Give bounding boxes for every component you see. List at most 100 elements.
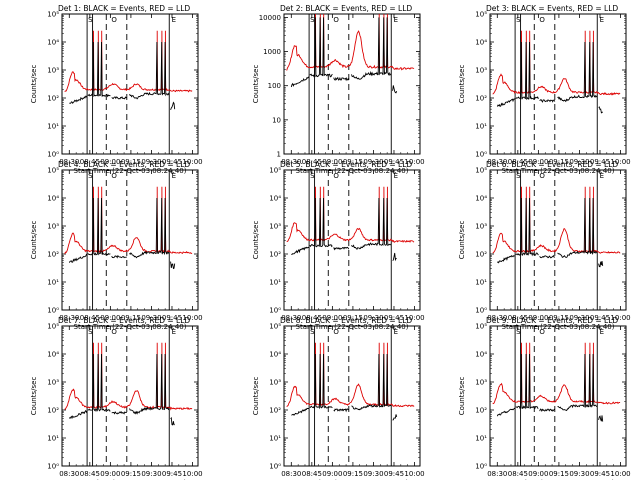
x-tick-label: 10:00 — [404, 158, 424, 166]
y-tick-label: 10² — [269, 251, 281, 259]
events-series-line — [557, 353, 598, 412]
y-tick-label: 10³ — [269, 379, 281, 387]
y-tick-label: 10³ — [269, 223, 281, 231]
y-axis-label: Counts/sec — [458, 221, 466, 260]
panel-det-9: Det 9: BLACK = Events, RED = LLD 10⁰ 10¹ 10… — [458, 316, 631, 480]
events-series-line — [129, 197, 170, 259]
x-tick-label: 09:00 — [322, 158, 342, 166]
marker-letter: E — [172, 328, 176, 336]
x-tick-label: 08:30 — [59, 314, 79, 322]
panel-title: Det 8: BLACK = Events, RED = LLD — [280, 316, 412, 325]
lld-series-line — [492, 30, 621, 96]
y-tick-label: 10³ — [475, 379, 487, 387]
y-tick-label: 10⁰ — [47, 151, 59, 159]
x-tick-label: 09:45 — [384, 470, 404, 478]
x-tick-label: 09:45 — [162, 314, 182, 322]
y-tick-label: 10² — [475, 95, 487, 103]
marker-letter: E — [600, 172, 604, 180]
events-series-line — [351, 197, 392, 250]
y-tick-label: 10⁵ — [269, 323, 281, 331]
events-series-fragment — [392, 85, 398, 94]
y-tick-label: 10 — [272, 116, 281, 124]
x-tick-label: 09:00 — [528, 158, 548, 166]
y-tick-label: 10¹ — [269, 435, 281, 443]
plot-frame — [283, 169, 421, 311]
x-tick-label: 09:45 — [384, 158, 404, 166]
x-tick-label: 09:45 — [384, 314, 404, 322]
plot-frame — [283, 13, 421, 155]
marker-letter: E — [394, 16, 398, 24]
x-tick-label: 09:30 — [569, 314, 589, 322]
panel-det-7: Det 7: BLACK = Events, RED = LLD 10⁰ 10¹ 10… — [30, 316, 203, 480]
x-tick-label: 08:30 — [487, 470, 507, 478]
x-tick-label: 09:45 — [162, 158, 182, 166]
y-tick-label: 10⁴ — [47, 39, 59, 47]
y-tick-label: 10² — [47, 407, 59, 415]
lld-series-line — [286, 342, 415, 408]
events-series-line — [87, 353, 111, 413]
marker-letter: E — [600, 328, 604, 336]
marker-letter: E — [172, 172, 176, 180]
x-tick-label: 09:30 — [363, 314, 383, 322]
y-axis-label: Counts/sec — [458, 377, 466, 416]
y-tick-label: 10⁰ — [47, 463, 59, 471]
lld-series-line — [492, 186, 621, 254]
panel-title: Det 1: BLACK = Events, RED = LLD — [58, 4, 190, 13]
x-tick-label: 09:15 — [343, 470, 363, 478]
x-tick-label: 08:45 — [302, 314, 322, 322]
y-tick-label: 10² — [47, 251, 59, 259]
panel-det-2: Det 2: BLACK = Events, RED = LLD 1 10 100 10… — [252, 4, 425, 175]
y-tick-label: 10⁴ — [475, 195, 487, 203]
panel-title: Det 7: BLACK = Events, RED = LLD — [58, 316, 190, 325]
lld-series-line — [64, 30, 193, 93]
events-series-line — [68, 409, 88, 420]
x-tick-label: 09:30 — [569, 470, 589, 478]
marker-letter: S — [88, 172, 93, 180]
events-series-line — [351, 17, 392, 80]
x-tick-label: 08:30 — [487, 158, 507, 166]
y-tick-label: 10¹ — [269, 279, 281, 287]
y-tick-label: 10⁵ — [475, 167, 487, 175]
lld-series-line — [492, 342, 621, 405]
panel-det-6: Det 6: BLACK = Events, RED = LLD 10⁰ 10¹ 10… — [458, 160, 631, 331]
x-tick-label: 09:00 — [528, 470, 548, 478]
events-series-fragment — [170, 416, 175, 426]
events-series-fragment — [598, 106, 603, 114]
x-tick-label: 09:15 — [121, 314, 141, 322]
x-tick-label: 10:00 — [610, 470, 630, 478]
x-tick-label: 10:00 — [182, 314, 202, 322]
x-tick-label: 09:00 — [322, 314, 342, 322]
events-series-line — [111, 411, 127, 415]
x-tick-label: 09:30 — [569, 158, 589, 166]
y-tick-label: 10³ — [475, 223, 487, 231]
panel-title: Det 5: BLACK = Events, RED = LLD — [280, 160, 412, 169]
marker-letter: O — [539, 172, 545, 180]
y-tick-label: 10⁰ — [269, 463, 281, 471]
events-series-fragment — [598, 261, 604, 268]
x-tick-label: 08:45 — [508, 158, 528, 166]
x-tick-label: 08:45 — [508, 470, 528, 478]
marker-letter: O — [333, 328, 339, 336]
y-tick-label: 10³ — [47, 223, 59, 231]
events-series-line — [496, 98, 516, 107]
events-series-fragment — [392, 414, 398, 421]
panel-title: Det 6: BLACK = Events, RED = LLD — [486, 160, 618, 169]
x-tick-label: 09:00 — [100, 158, 120, 166]
y-tick-label: 10⁵ — [475, 323, 487, 331]
y-tick-label: 10⁰ — [475, 463, 487, 471]
marker-letter: O — [333, 172, 339, 180]
x-tick-label: 10:00 — [182, 158, 202, 166]
panel-title: Det 2: BLACK = Events, RED = LLD — [280, 4, 412, 13]
y-tick-label: 10¹ — [475, 123, 487, 131]
y-tick-label: 10⁴ — [47, 351, 59, 359]
panel-det-8: Det 8: BLACK = Events, RED = LLD 10⁰ 10¹ 10… — [252, 316, 425, 480]
x-tick-label: 09:30 — [141, 314, 161, 322]
y-tick-label: 10⁴ — [269, 351, 281, 359]
y-tick-label: 10000 — [259, 14, 281, 22]
y-tick-label: 1000 — [263, 48, 281, 56]
events-series-line — [539, 254, 555, 259]
plot-frame — [489, 325, 627, 467]
events-series-line — [497, 255, 516, 264]
marker-letter: S — [88, 328, 93, 336]
